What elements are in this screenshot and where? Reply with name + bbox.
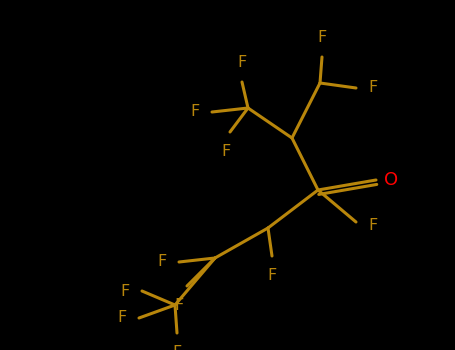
Text: F: F bbox=[222, 144, 231, 159]
Text: F: F bbox=[118, 310, 127, 326]
Text: F: F bbox=[368, 80, 377, 96]
Text: O: O bbox=[384, 171, 398, 189]
Text: F: F bbox=[268, 268, 277, 283]
Text: F: F bbox=[174, 298, 184, 313]
Text: F: F bbox=[121, 284, 130, 299]
Text: F: F bbox=[318, 30, 327, 45]
Text: F: F bbox=[172, 345, 182, 350]
Text: F: F bbox=[158, 254, 167, 270]
Text: F: F bbox=[368, 218, 377, 233]
Text: F: F bbox=[238, 55, 247, 70]
Text: F: F bbox=[191, 105, 200, 119]
